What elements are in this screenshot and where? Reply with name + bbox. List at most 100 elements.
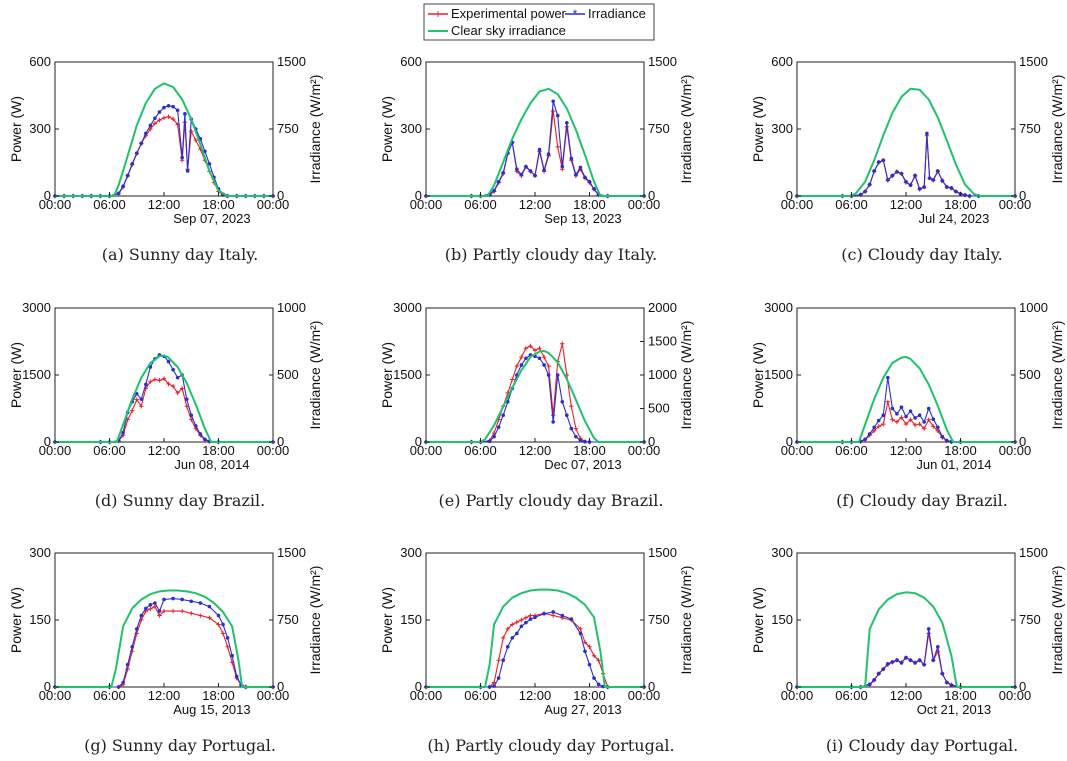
- irradiance-point: [234, 674, 239, 679]
- irradiance-point: [492, 684, 496, 688]
- irradiance-point: [125, 662, 130, 667]
- irradiance-point: [533, 173, 537, 178]
- irradiance-point: [225, 636, 230, 640]
- y-right-axis-label: Irradiance (W/m²): [1049, 321, 1065, 430]
- irradiance-point: [935, 645, 940, 649]
- x-tick-label: 00:00: [628, 688, 661, 703]
- power-point: [931, 424, 936, 429]
- chart-panel: 00:00 06:00 12:00 18:00 00:00015003000050010…: [8, 300, 323, 510]
- power-point: [134, 397, 139, 402]
- irradiance-point: [949, 683, 954, 688]
- y-right-tick-label: 0: [648, 188, 655, 203]
- power-point: [587, 644, 592, 649]
- power-point: [582, 640, 588, 645]
- power-point: [189, 129, 194, 134]
- irradiance-point: [587, 179, 592, 184]
- x-tick-label: 00:00: [410, 688, 443, 703]
- clearsky-line: [55, 589, 273, 688]
- y-right-tick-label: 0: [648, 434, 655, 449]
- power-point: [591, 653, 597, 658]
- y-left-tick-label: 3000: [22, 300, 51, 315]
- y-right-tick-label: 0: [277, 679, 284, 694]
- x-tick-label: 06:00: [464, 443, 497, 458]
- irradiance-point: [876, 418, 881, 423]
- power-point: [555, 144, 560, 150]
- clearsky-line: [55, 82, 273, 197]
- irradiance-point: [125, 173, 130, 178]
- legend-item-irradiance: * Irradiance: [565, 6, 646, 21]
- irradiance-point: [184, 397, 189, 401]
- y-left-tick-label: 300: [771, 545, 793, 560]
- y-right-axis-label: Irradiance (W/m²): [1049, 566, 1065, 675]
- date-label: Jul 24, 2023: [919, 211, 990, 226]
- y-left-axis-label: Power (W): [750, 96, 766, 162]
- power-point: [184, 404, 189, 409]
- irradiance-point: [963, 193, 967, 197]
- irradiance-point: [949, 186, 954, 190]
- irradiance-point: [207, 162, 212, 166]
- irradiance-point: [198, 432, 203, 436]
- irradiance-point: [876, 671, 881, 676]
- x-tick-label: 12:00: [148, 197, 181, 212]
- power-point: [523, 615, 529, 620]
- power-point: [207, 615, 212, 620]
- power-point: [179, 608, 185, 614]
- power-point: [881, 421, 886, 427]
- irradiance-point: [519, 172, 524, 177]
- power-point: [872, 428, 877, 434]
- y-left-tick-label: 1500: [393, 367, 422, 382]
- irradiance-point: [171, 367, 175, 372]
- irradiance-point: [524, 620, 528, 625]
- irradiance-point: [560, 164, 565, 169]
- y-left-tick-label: 150: [771, 612, 793, 627]
- y-left-axis-label: Power (W): [8, 587, 24, 653]
- clearsky-line: [426, 349, 644, 443]
- date-label: Jun 08, 2014: [174, 457, 249, 472]
- power-point: [170, 116, 176, 122]
- irradiance-point: [171, 596, 175, 601]
- irradiance-point: [908, 183, 913, 188]
- y-right-tick-label: 0: [277, 434, 284, 449]
- date-label: Oct 21, 2013: [917, 702, 991, 717]
- irradiance-point: [221, 622, 225, 627]
- irradiance-point: [496, 179, 501, 184]
- date-label: Dec 07, 2013: [544, 457, 621, 472]
- date-label: Sep 13, 2023: [544, 211, 621, 226]
- legend-irr-label: Irradiance: [588, 6, 646, 21]
- y-left-tick-label: 600: [400, 54, 422, 69]
- x-tick-label: 12:00: [890, 197, 923, 212]
- irradiance-point: [515, 631, 519, 636]
- y-right-axis-label: Irradiance (W/m²): [307, 75, 323, 184]
- irradiance-point: [537, 356, 542, 361]
- chart-panel: 00:00 06:00 12:00 18:00 00:00030060007501500…: [379, 54, 694, 264]
- power-point: [510, 377, 515, 382]
- y-right-tick-label: 0: [1019, 434, 1026, 449]
- irradiance-point: [546, 373, 551, 377]
- chart-panel: 00:00 06:00 12:00 18:00 00:00030060007501500…: [8, 54, 323, 264]
- chart-panel: 00:00 06:00 12:00 18:00 00:00015030007501500…: [379, 545, 694, 755]
- y-right-tick-label: 750: [648, 121, 670, 136]
- irradiance-point: [551, 99, 555, 104]
- y-left-tick-label: 300: [400, 545, 422, 560]
- x-tick-label: 18:00: [202, 688, 235, 703]
- irradiance-point: [551, 420, 555, 424]
- irradiance-point: [886, 375, 890, 380]
- irradiance-point: [116, 685, 121, 689]
- power-point: [514, 620, 520, 625]
- irradiance-point: [935, 425, 940, 430]
- power-point: [569, 404, 574, 409]
- y-left-tick-label: 0: [44, 434, 51, 449]
- clearsky-line: [797, 87, 1015, 197]
- x-tick-label: 00:00: [999, 688, 1032, 703]
- power-point: [198, 613, 203, 618]
- x-tick-label: 00:00: [999, 197, 1032, 212]
- power-point: [890, 417, 895, 422]
- irradiance-point: [542, 611, 546, 616]
- irradiance-point: [886, 178, 890, 182]
- legend-clear-label: Clear sky irradiance: [451, 23, 566, 38]
- legend-irr-marker: *: [573, 7, 578, 21]
- power-point: [193, 137, 198, 143]
- x-tick-label: 18:00: [944, 688, 977, 703]
- power-point: [170, 608, 176, 614]
- irradiance-point: [130, 162, 135, 166]
